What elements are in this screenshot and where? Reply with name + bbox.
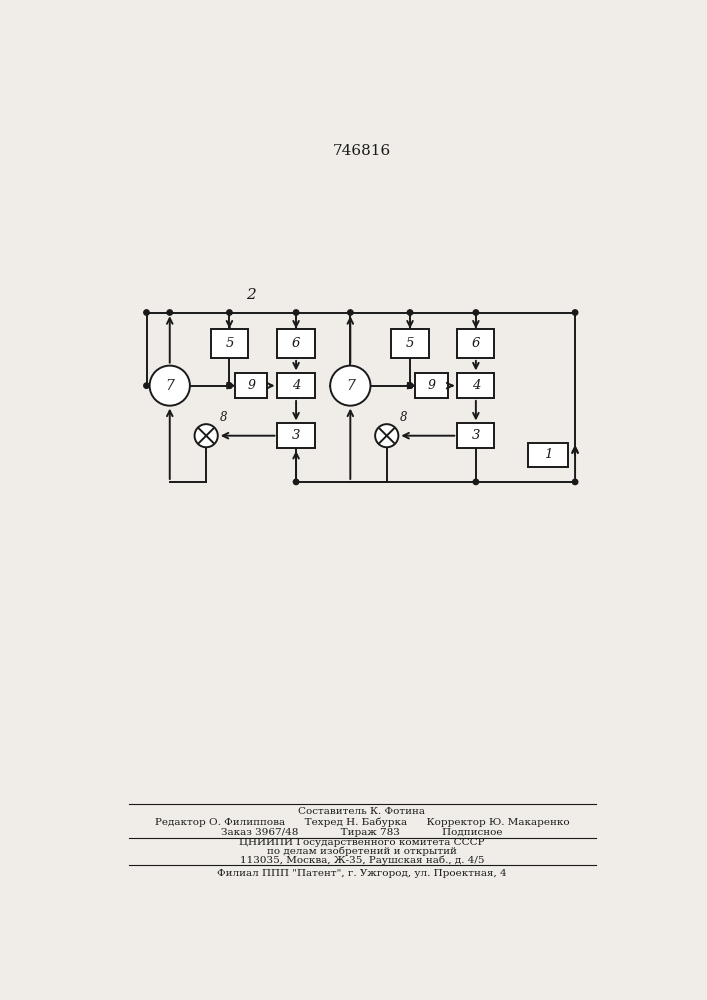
Text: Составитель К. Фотина: Составитель К. Фотина bbox=[298, 807, 426, 816]
Circle shape bbox=[407, 383, 413, 388]
Circle shape bbox=[473, 479, 479, 485]
Circle shape bbox=[227, 310, 232, 315]
Text: Редактор О. Филиппова      Техред Н. Бабурка      Корректор Ю. Макаренко: Редактор О. Филиппова Техред Н. Бабурка … bbox=[155, 817, 569, 827]
Bar bbox=[277, 373, 315, 398]
Bar bbox=[457, 373, 494, 398]
Circle shape bbox=[348, 310, 353, 315]
Circle shape bbox=[573, 479, 578, 485]
Text: 3: 3 bbox=[292, 429, 300, 442]
Circle shape bbox=[144, 383, 149, 388]
Circle shape bbox=[167, 310, 173, 315]
Circle shape bbox=[293, 310, 299, 315]
Bar bbox=[457, 423, 494, 448]
Text: 4: 4 bbox=[292, 379, 300, 392]
Text: 3: 3 bbox=[472, 429, 480, 442]
Circle shape bbox=[375, 424, 398, 447]
Text: Филиал ППП "Патент", г. Ужгород, ул. Проектная, 4: Филиал ППП "Патент", г. Ужгород, ул. Про… bbox=[217, 869, 507, 878]
Bar bbox=[277, 329, 315, 358]
Text: 2: 2 bbox=[246, 288, 256, 302]
Text: 113035, Москва, Ж-35, Раушская наб., д. 4/5: 113035, Москва, Ж-35, Раушская наб., д. … bbox=[240, 856, 484, 865]
Bar bbox=[457, 329, 494, 358]
Bar bbox=[416, 373, 448, 398]
Text: 5: 5 bbox=[226, 337, 233, 350]
Text: 6: 6 bbox=[472, 337, 480, 350]
Circle shape bbox=[407, 383, 413, 388]
Circle shape bbox=[330, 366, 370, 406]
Text: 9: 9 bbox=[428, 379, 436, 392]
Circle shape bbox=[144, 310, 149, 315]
Bar bbox=[235, 373, 267, 398]
Bar bbox=[211, 329, 248, 358]
Circle shape bbox=[150, 366, 190, 406]
Text: 1: 1 bbox=[544, 448, 552, 461]
Circle shape bbox=[473, 310, 479, 315]
Text: 5: 5 bbox=[406, 337, 414, 350]
Text: 6: 6 bbox=[292, 337, 300, 350]
Text: Заказ 3967/48             Тираж 783             Подписное: Заказ 3967/48 Тираж 783 Подписное bbox=[221, 828, 503, 837]
Text: ЦНИИПИ Государственного комитета СССР: ЦНИИПИ Государственного комитета СССР bbox=[239, 838, 485, 847]
Circle shape bbox=[227, 383, 232, 388]
Text: 8: 8 bbox=[400, 411, 407, 424]
Text: 9: 9 bbox=[247, 379, 255, 392]
Text: 4: 4 bbox=[472, 379, 480, 392]
Circle shape bbox=[293, 479, 299, 485]
Circle shape bbox=[194, 424, 218, 447]
Bar bbox=[528, 443, 568, 467]
Bar bbox=[392, 329, 428, 358]
Circle shape bbox=[573, 310, 578, 315]
Bar bbox=[277, 423, 315, 448]
Circle shape bbox=[227, 383, 232, 388]
Text: 7: 7 bbox=[165, 379, 174, 393]
Text: 8: 8 bbox=[219, 411, 227, 424]
Circle shape bbox=[407, 310, 413, 315]
Text: 746816: 746816 bbox=[333, 144, 391, 158]
Text: по делам изобретений и открытий: по делам изобретений и открытий bbox=[267, 847, 457, 856]
Text: 7: 7 bbox=[346, 379, 355, 393]
